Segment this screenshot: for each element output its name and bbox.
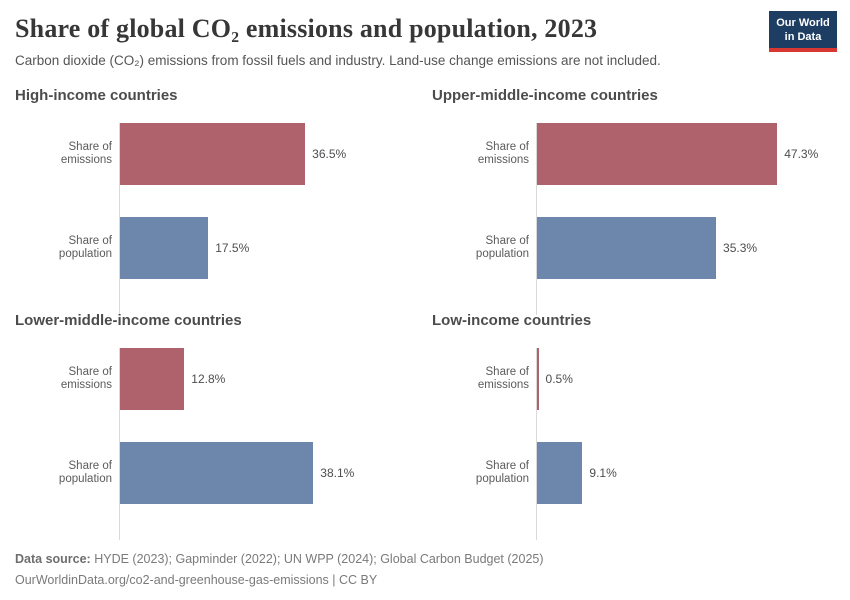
panel-title: Low-income countries — [432, 312, 592, 329]
value-label: 35.3% — [723, 241, 758, 255]
bar-label: Share of emissions — [477, 141, 529, 166]
chart-footer: Data source: HYDE (2023); Gapminder (202… — [15, 549, 835, 591]
bar-row: Share of emissions 36.5% — [15, 123, 418, 185]
bar-row: Share of emissions 12.8% — [15, 348, 418, 410]
owid-logo-text: Our World in Data — [769, 11, 837, 48]
emissions-bar — [536, 348, 539, 410]
plot-area: Share of emissions 36.5% Share of popula… — [15, 123, 418, 315]
value-label: 36.5% — [312, 147, 347, 161]
datasource-label: Data source: — [15, 552, 91, 566]
bar-row: Share of population 17.5% — [15, 217, 418, 279]
bar-label: Share of emissions — [60, 366, 112, 391]
footer-link[interactable]: OurWorldinData.org/co2-and-greenhouse-ga… — [15, 573, 378, 587]
bar-row: Share of emissions 47.3% — [432, 123, 835, 185]
panel-lower-middle-income: Lower-middle-income countries Share of e… — [15, 310, 418, 540]
value-label: 12.8% — [191, 372, 226, 386]
panel-upper-middle-income: Upper-middle-income countries Share of e… — [432, 85, 835, 315]
panels-grid: High-income countries Share of emissions… — [15, 85, 835, 540]
owid-logo-line1: Our World — [776, 17, 830, 29]
population-bar — [119, 217, 209, 279]
panel-low-income: Low-income countries Share of emissions … — [432, 310, 835, 540]
panel-title: Upper-middle-income countries — [432, 87, 658, 104]
page-subtitle: Carbon dioxide (CO₂) emissions from foss… — [15, 53, 661, 68]
plot-area: Share of emissions 0.5% Share of populat… — [432, 348, 835, 540]
owid-logo-line2: in Data — [784, 31, 822, 43]
bar-label: Share of population — [475, 460, 529, 485]
axis-line — [536, 123, 537, 315]
population-bar — [536, 442, 583, 504]
population-bar — [119, 442, 314, 504]
bar-row: Share of population 35.3% — [432, 217, 835, 279]
plot-area: Share of emissions 12.8% Share of popula… — [15, 348, 418, 540]
plot-area: Share of emissions 47.3% Share of popula… — [432, 123, 835, 315]
page-title: Share of global CO₂ emissions and popula… — [15, 14, 598, 43]
bar-row: Share of population 38.1% — [15, 442, 418, 504]
emissions-bar — [119, 348, 185, 410]
value-label: 0.5% — [545, 372, 573, 386]
footer-datasource-line: Data source: HYDE (2023); Gapminder (202… — [15, 549, 835, 570]
population-bar — [536, 217, 717, 279]
value-label: 17.5% — [215, 241, 250, 255]
bar-label: Share of emissions — [60, 141, 112, 166]
axis-line — [119, 348, 120, 540]
datasource-text: HYDE (2023); Gapminder (2022); UN WPP (2… — [94, 552, 544, 566]
value-label: 38.1% — [320, 466, 355, 480]
emissions-bar — [536, 123, 778, 185]
owid-logo-strip — [769, 48, 837, 52]
bar-label: Share of emissions — [477, 366, 529, 391]
value-label: 9.1% — [589, 466, 617, 480]
owid-logo[interactable]: Our World in Data — [769, 11, 837, 52]
bar-label: Share of population — [58, 460, 112, 485]
axis-line — [119, 123, 120, 315]
panel-high-income: High-income countries Share of emissions… — [15, 85, 418, 315]
value-label: 47.3% — [784, 147, 819, 161]
panel-title: High-income countries — [15, 87, 178, 104]
bar-label: Share of population — [58, 235, 112, 260]
bar-label: Share of population — [475, 235, 529, 260]
axis-line — [536, 348, 537, 540]
bar-row: Share of emissions 0.5% — [432, 348, 835, 410]
bar-row: Share of population 9.1% — [432, 442, 835, 504]
panel-title: Lower-middle-income countries — [15, 312, 242, 329]
emissions-bar — [119, 123, 306, 185]
